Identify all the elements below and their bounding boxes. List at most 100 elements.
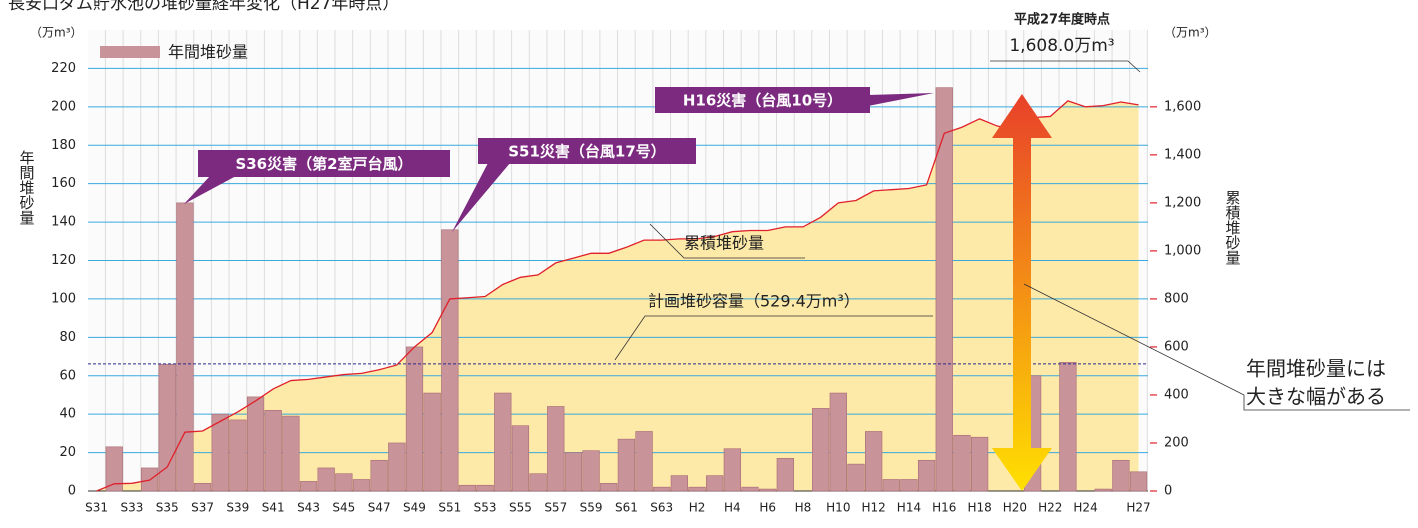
- bar: [335, 473, 353, 492]
- y-tick-label: 60: [59, 368, 76, 383]
- callout-pointer: [868, 93, 934, 106]
- y2-tick-label: 1,000: [1164, 243, 1201, 258]
- x-tick-label: S47: [368, 501, 391, 515]
- y2-tick-label: 400: [1164, 387, 1189, 402]
- bar: [370, 459, 388, 492]
- callout-box: [655, 87, 870, 113]
- x-tick-label: S45: [332, 501, 355, 515]
- legend-label: 年間堆砂量: [168, 43, 248, 62]
- bar: [564, 452, 583, 492]
- callout-text: H16災害（台風10号）: [683, 92, 842, 110]
- y-unit: （万m³）: [30, 26, 83, 40]
- bar: [670, 475, 689, 492]
- x-tick-label: H8: [795, 501, 812, 515]
- leader-line: [990, 60, 1141, 73]
- y2-tick-label: 1,600: [1164, 99, 1201, 114]
- y2-tick-label: 1,400: [1164, 147, 1201, 162]
- y-tick-label: 180: [51, 138, 76, 153]
- x-tick-label: S35: [156, 501, 179, 515]
- bar: [494, 392, 512, 492]
- bar: [829, 392, 847, 492]
- x-tick-label: S51: [438, 501, 461, 515]
- y-axis-title: 年間堆砂量: [18, 150, 36, 225]
- bar: [476, 484, 494, 492]
- x-tick-label: S57: [544, 501, 567, 515]
- bar: [299, 481, 318, 492]
- bar: [1112, 459, 1130, 492]
- legend-swatch: [100, 46, 160, 58]
- bar: [352, 479, 371, 492]
- y-tick-label: 120: [51, 253, 76, 268]
- y2-tick-label: 800: [1164, 291, 1189, 306]
- bar: [917, 459, 936, 492]
- chart-title: 長安口ダム貯水池の堆砂量経年変化（H27年時点）: [8, 0, 399, 14]
- y-tick-label: 140: [51, 215, 76, 230]
- bar: [511, 425, 530, 492]
- callout-text: S36災害（第2室戸台風）: [235, 155, 412, 173]
- x-tick-label: H24: [1073, 501, 1097, 515]
- y-tick-label: 220: [51, 61, 76, 76]
- x-tick-label: S31: [85, 501, 108, 515]
- y2-axis-title: 累積堆砂量: [1224, 190, 1242, 265]
- bar: [1094, 488, 1112, 492]
- series-label: 累積堆砂量: [684, 234, 764, 253]
- y-tick-label: 40: [59, 407, 76, 422]
- x-tick-label: H10: [826, 501, 850, 515]
- bar: [441, 229, 459, 492]
- callout-pointer: [184, 176, 236, 204]
- y-tick-label: 80: [59, 330, 76, 345]
- y-tick-label: 160: [51, 176, 76, 191]
- bar: [617, 438, 636, 492]
- bar: [865, 431, 883, 492]
- bar: [759, 488, 777, 492]
- leader-line: [614, 315, 933, 361]
- x-tick-label: S33: [120, 501, 143, 515]
- leader-line: [1023, 283, 1410, 411]
- bar: [176, 202, 194, 492]
- callout-box: [478, 138, 696, 164]
- bar: [653, 486, 671, 492]
- bar: [723, 448, 741, 492]
- bar: [317, 467, 335, 492]
- x-tick-label: S61: [615, 501, 638, 515]
- bar: [900, 479, 918, 492]
- bar: [882, 479, 900, 492]
- x-tick-label: H16: [932, 501, 956, 515]
- bar: [211, 413, 229, 492]
- leader-line: [649, 223, 805, 259]
- y-tick-label: 20: [59, 445, 76, 460]
- bar: [458, 484, 477, 492]
- x-tick-label: H4: [724, 501, 741, 515]
- x-tick-label: H2: [689, 501, 706, 515]
- bar: [547, 406, 565, 492]
- reference-label: 計画堆砂容量（529.4万m³）: [648, 292, 860, 311]
- bar: [706, 475, 724, 492]
- annotation: 平成27年度時点: [1014, 12, 1110, 28]
- bar: [1059, 362, 1077, 492]
- annotation: 年間堆砂量には: [1246, 357, 1386, 381]
- bar: [847, 463, 865, 492]
- bar: [388, 442, 406, 492]
- y-tick-label: 100: [51, 291, 76, 306]
- callout-text: S51災害（台風17号）: [508, 143, 666, 161]
- bar: [688, 486, 706, 492]
- x-tick-label: H22: [1038, 501, 1062, 515]
- y-tick-label: 0: [68, 484, 76, 499]
- annotation: 大きな幅がある: [1246, 385, 1386, 409]
- x-tick-label: H6: [759, 501, 776, 515]
- bar: [423, 392, 441, 492]
- x-tick-label: S49: [403, 501, 426, 515]
- x-tick-label: H18: [967, 501, 991, 515]
- line: [96, 100, 1139, 492]
- bar: [246, 396, 265, 492]
- callout-box: [198, 150, 450, 177]
- x-tick-label: S55: [509, 501, 532, 515]
- x-tick-label: S53: [474, 501, 497, 515]
- x-tick-label: H27: [1126, 501, 1150, 515]
- x-tick-label: H12: [861, 501, 885, 515]
- area-fill: [96, 100, 1139, 492]
- range-arrow: [992, 94, 1052, 491]
- bar: [635, 431, 653, 492]
- x-tick-label: S59: [580, 501, 603, 515]
